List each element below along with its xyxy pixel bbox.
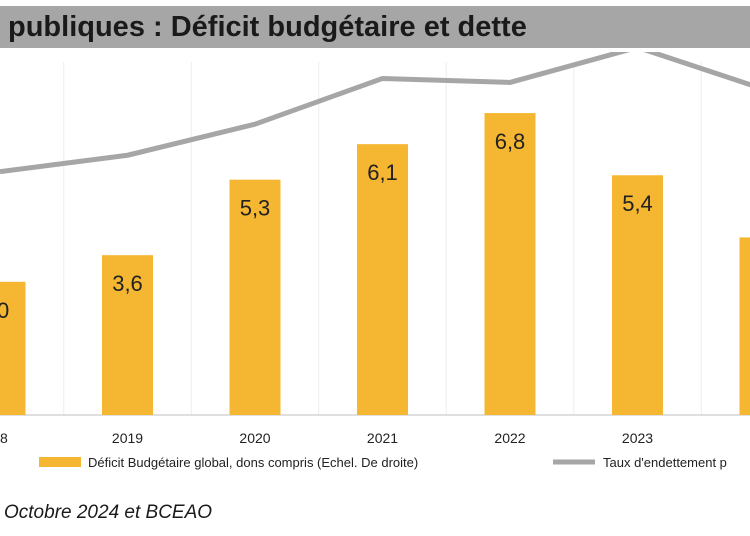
bar [484, 113, 536, 415]
bar-value-label: 5,3 [240, 196, 271, 221]
source-note: Octobre 2024 et BCEAO [4, 502, 213, 523]
legend-bar-swatch [39, 457, 81, 467]
bar-value-label: ,0 [0, 298, 9, 323]
bar [0, 281, 26, 415]
x-tick-label: 18 [0, 430, 8, 446]
x-tick-label: 2020 [239, 430, 270, 446]
legend-bar-label: Déficit Budgétaire global, dons compris … [88, 455, 418, 470]
bar-value-label: 5,4 [622, 191, 653, 216]
bar-value-label: 6,8 [495, 129, 526, 154]
x-tick-label: 2021 [367, 430, 398, 446]
bar [229, 179, 281, 415]
bar [739, 237, 750, 415]
title-band: publiques : Déficit budgétaire et dette [0, 6, 750, 48]
bar [357, 144, 408, 415]
x-tick-label: 2023 [622, 430, 653, 446]
bar [102, 255, 153, 415]
bar-value-label: 6,1 [367, 160, 398, 185]
bar-value-label: 3,6 [112, 271, 143, 296]
combo-chart: ,0 3,6 5,3 6,1 6,8 5,4 18 2019 2020 2021 2022 2023 D… [0, 52, 750, 470]
x-tick-label: 2022 [494, 430, 525, 446]
chart-area: ,0 3,6 5,3 6,1 6,8 5,4 18 2019 2020 2021 2022 2023 D… [0, 52, 750, 482]
chart-title: publiques : Déficit budgétaire et dette [8, 11, 527, 43]
bar [612, 175, 663, 415]
x-tick-label: 2019 [112, 430, 143, 446]
debt-line [0, 52, 750, 175]
legend-line-label: Taux d'endettement p [603, 455, 727, 470]
